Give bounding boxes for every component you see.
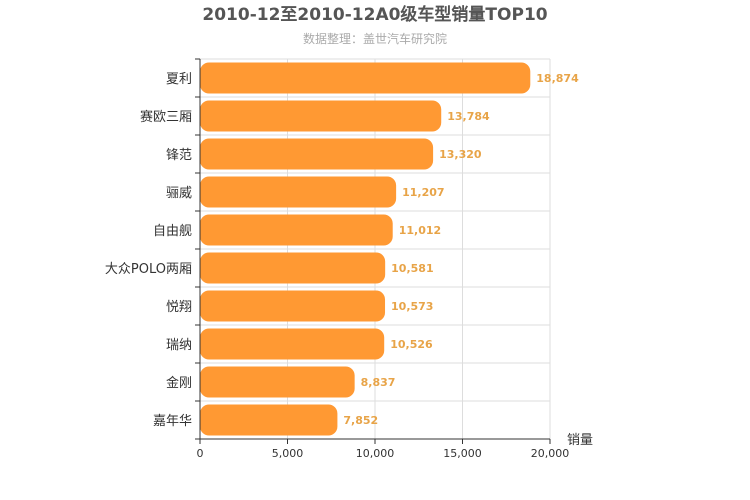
category-label: 金刚 bbox=[166, 375, 192, 391]
data-label: 18,874 bbox=[536, 72, 579, 85]
x-tick-label: 20,000 bbox=[531, 447, 570, 460]
category-label: 自由舰 bbox=[153, 224, 192, 239]
axes bbox=[195, 58, 551, 444]
data-label: 10,581 bbox=[391, 262, 433, 275]
bar bbox=[200, 404, 338, 436]
data-label: 13,784 bbox=[447, 110, 490, 123]
data-label: 10,573 bbox=[391, 300, 433, 313]
bar bbox=[200, 328, 385, 360]
category-label: 赛欧三厢 bbox=[140, 109, 192, 125]
bar bbox=[200, 100, 442, 132]
category-label: 夏利 bbox=[166, 72, 192, 87]
bar bbox=[200, 290, 386, 322]
bar bbox=[200, 366, 355, 398]
bar bbox=[200, 252, 386, 284]
category-label: 锋范 bbox=[166, 148, 192, 163]
x-tick-label: 15,000 bbox=[443, 447, 482, 460]
category-label: 悦翔 bbox=[166, 300, 192, 315]
data-label: 13,320 bbox=[439, 148, 482, 161]
x-tick-label: 0 bbox=[197, 447, 204, 460]
data-label: 8,837 bbox=[361, 376, 396, 389]
x-tick-label: 10,000 bbox=[356, 447, 395, 460]
data-label: 11,207 bbox=[402, 186, 444, 199]
x-axis-label: 销量 bbox=[567, 433, 593, 448]
bar bbox=[200, 62, 531, 94]
chart-subtitle: 数据整理：盖世汽车研究院 bbox=[303, 31, 447, 46]
category-label: 瑞纳 bbox=[166, 338, 192, 353]
bar bbox=[200, 214, 393, 246]
x-tick-label: 5,000 bbox=[272, 447, 304, 460]
category-label: 嘉年华 bbox=[153, 414, 192, 429]
category-label: 骊威 bbox=[166, 186, 192, 201]
category-label: 大众POLO两厢 bbox=[105, 262, 192, 277]
bars bbox=[200, 62, 531, 436]
bar bbox=[200, 138, 434, 170]
bar bbox=[200, 176, 397, 208]
data-label: 11,012 bbox=[399, 224, 441, 237]
data-label: 7,852 bbox=[343, 414, 378, 427]
labels: 18,874 夏利 13,784 赛欧三厢 13,320 锋范 11,207 骊威 11,012… bbox=[105, 72, 579, 460]
data-label: 10,526 bbox=[390, 338, 433, 351]
chart-title: 2010-12至2010-12A0级车型销量TOP10 bbox=[202, 4, 547, 25]
